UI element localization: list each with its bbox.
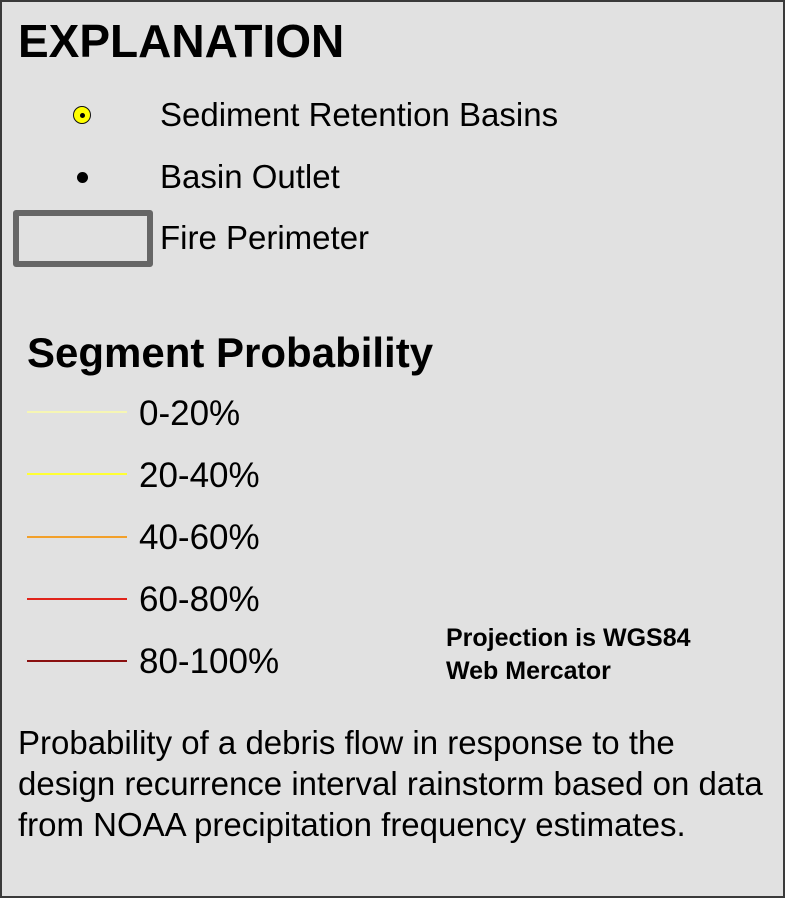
probability-label-20-40: 20-40% (139, 456, 260, 495)
segment-probability-heading: Segment Probability (27, 329, 434, 376)
projection-note: Projection is WGS84 Web Mercator (446, 622, 766, 688)
probability-line-40-60-icon (27, 536, 127, 538)
legend-title: EXPLANATION (18, 15, 345, 67)
legend-description: Probability of a debris flow in response… (18, 724, 763, 843)
legend-item-sediment-retention-basins: Sediment Retention Basins (160, 96, 559, 133)
legend-item-fire-perimeter: Fire Perimeter (160, 219, 370, 256)
probability-line-20-40-icon (27, 473, 127, 475)
probability-label-40-60: 40-60% (139, 518, 260, 557)
fire-perimeter-icon (13, 210, 153, 267)
probability-label-80-100: 80-100% (139, 642, 280, 681)
probability-line-0-20-icon (27, 411, 127, 413)
legend-item-basin-outlet: Basin Outlet (160, 158, 340, 195)
basin-outlet-icon (77, 172, 88, 183)
sediment-retention-basin-icon (73, 106, 91, 124)
probability-line-80-100-icon (27, 660, 127, 662)
probability-line-60-80-icon (27, 598, 127, 600)
projection-line-1: Projection is WGS84 (446, 624, 691, 652)
projection-line-2: Web Mercator (446, 657, 611, 685)
probability-label-60-80: 60-80% (139, 580, 260, 619)
probability-label-0-20: 0-20% (139, 394, 241, 433)
